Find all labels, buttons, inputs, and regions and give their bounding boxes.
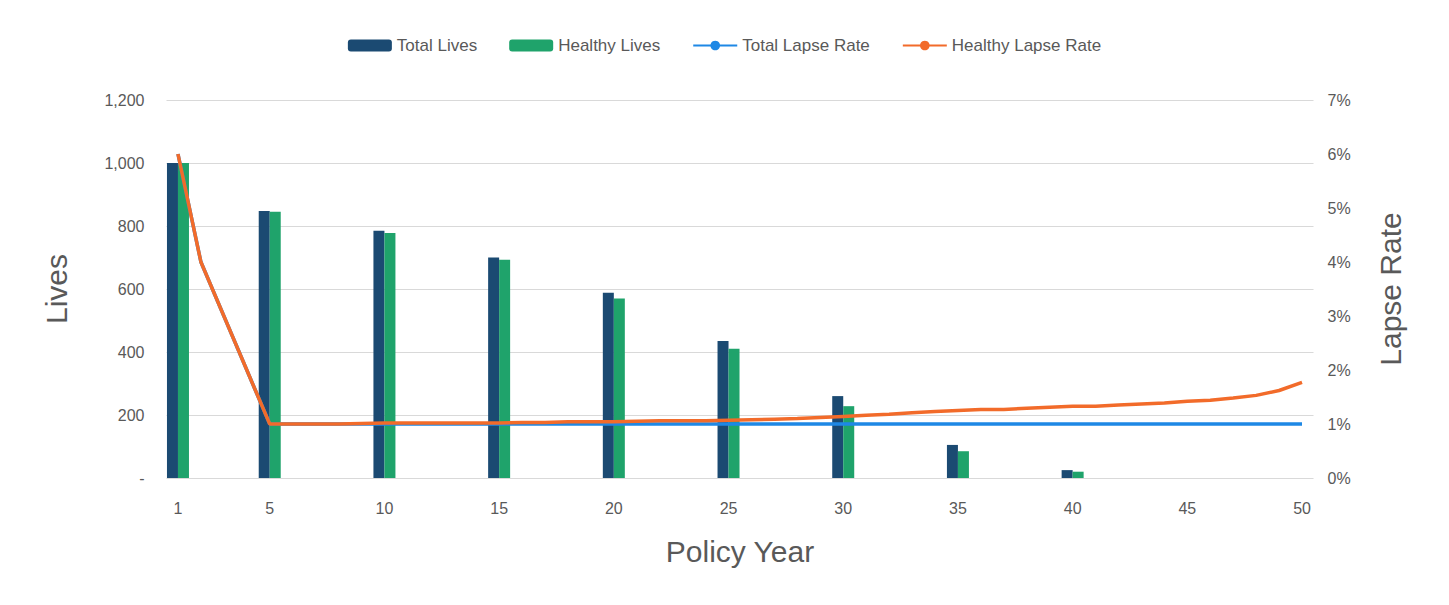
svg-text:1,200: 1,200 bbox=[104, 92, 144, 109]
svg-text:1,000: 1,000 bbox=[104, 155, 144, 172]
svg-text:800: 800 bbox=[118, 218, 145, 235]
svg-text:40: 40 bbox=[1064, 500, 1082, 517]
svg-text:Total Lapse Rate: Total Lapse Rate bbox=[742, 36, 870, 55]
svg-text:1: 1 bbox=[174, 500, 183, 517]
svg-text:Healthy Lives: Healthy Lives bbox=[558, 36, 660, 55]
svg-text:5: 5 bbox=[265, 500, 274, 517]
svg-text:600: 600 bbox=[118, 281, 145, 298]
svg-text:Lives: Lives bbox=[40, 254, 73, 324]
svg-text:6%: 6% bbox=[1328, 146, 1351, 163]
svg-text:Total Lives: Total Lives bbox=[397, 36, 477, 55]
svg-text:4%: 4% bbox=[1328, 254, 1351, 271]
svg-text:1%: 1% bbox=[1328, 416, 1351, 433]
svg-text:Policy Year: Policy Year bbox=[666, 535, 814, 568]
svg-text:0%: 0% bbox=[1328, 470, 1351, 487]
svg-text:30: 30 bbox=[834, 500, 852, 517]
svg-text:Lapse Rate: Lapse Rate bbox=[1374, 212, 1407, 365]
svg-text:7%: 7% bbox=[1328, 92, 1351, 109]
svg-text:5%: 5% bbox=[1328, 200, 1351, 217]
svg-text:45: 45 bbox=[1178, 500, 1196, 517]
svg-text:3%: 3% bbox=[1328, 308, 1351, 325]
svg-text:20: 20 bbox=[605, 500, 623, 517]
svg-text:25: 25 bbox=[720, 500, 738, 517]
svg-text:200: 200 bbox=[118, 407, 145, 424]
svg-text:Healthy Lapse Rate: Healthy Lapse Rate bbox=[952, 36, 1101, 55]
svg-text:50: 50 bbox=[1293, 500, 1311, 517]
svg-text:-: - bbox=[139, 470, 144, 487]
svg-text:2%: 2% bbox=[1328, 362, 1351, 379]
svg-text:10: 10 bbox=[376, 500, 394, 517]
svg-text:15: 15 bbox=[490, 500, 508, 517]
svg-text:35: 35 bbox=[949, 500, 967, 517]
svg-text:400: 400 bbox=[118, 344, 145, 361]
